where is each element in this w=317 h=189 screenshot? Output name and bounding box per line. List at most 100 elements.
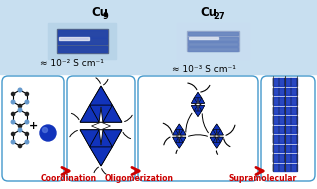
Circle shape — [25, 132, 29, 136]
Circle shape — [18, 124, 22, 128]
Text: 9: 9 — [103, 12, 109, 21]
Circle shape — [11, 140, 15, 144]
Circle shape — [25, 92, 29, 96]
Bar — [273, 78, 285, 85]
Circle shape — [18, 128, 22, 132]
Polygon shape — [173, 137, 186, 148]
Polygon shape — [191, 105, 204, 116]
Polygon shape — [176, 135, 183, 137]
Bar — [57, 38, 107, 44]
FancyBboxPatch shape — [138, 76, 258, 181]
Polygon shape — [180, 129, 186, 135]
Polygon shape — [210, 137, 216, 143]
Bar — [273, 97, 285, 105]
Bar — [57, 30, 107, 37]
Bar — [187, 31, 239, 51]
Polygon shape — [175, 124, 183, 129]
Polygon shape — [198, 105, 204, 111]
Bar — [285, 116, 297, 123]
Text: Cu: Cu — [200, 6, 217, 19]
Polygon shape — [80, 105, 99, 122]
Bar — [56, 29, 107, 53]
Polygon shape — [179, 129, 180, 135]
Bar — [285, 106, 297, 114]
Bar — [273, 88, 285, 95]
Polygon shape — [180, 137, 186, 143]
Polygon shape — [197, 105, 198, 111]
Polygon shape — [90, 147, 113, 166]
Bar — [285, 97, 297, 105]
Polygon shape — [191, 98, 197, 103]
Polygon shape — [195, 103, 201, 105]
Bar — [59, 37, 89, 40]
Circle shape — [40, 125, 56, 141]
Text: Cu: Cu — [91, 6, 108, 19]
Polygon shape — [213, 124, 221, 129]
Polygon shape — [103, 105, 122, 122]
Polygon shape — [99, 130, 103, 145]
Bar — [285, 78, 297, 85]
Polygon shape — [197, 98, 198, 103]
Circle shape — [25, 112, 29, 116]
Circle shape — [18, 88, 22, 92]
Bar — [188, 47, 238, 51]
Polygon shape — [216, 129, 217, 135]
Polygon shape — [210, 129, 216, 135]
Polygon shape — [191, 92, 204, 103]
Circle shape — [18, 108, 22, 112]
Bar — [189, 37, 217, 39]
Bar — [285, 154, 297, 161]
Circle shape — [11, 112, 15, 116]
Polygon shape — [173, 129, 179, 135]
Polygon shape — [217, 137, 223, 143]
Bar — [273, 154, 285, 161]
Bar — [273, 145, 285, 152]
Polygon shape — [175, 143, 183, 148]
Polygon shape — [210, 124, 223, 135]
Polygon shape — [217, 129, 223, 135]
Text: ≈ 10⁻² S cm⁻¹: ≈ 10⁻² S cm⁻¹ — [40, 59, 104, 67]
Polygon shape — [103, 130, 122, 147]
Polygon shape — [90, 86, 113, 105]
Text: Coordination: Coordination — [41, 174, 97, 183]
Polygon shape — [80, 130, 122, 166]
Bar — [273, 163, 285, 171]
Bar — [188, 32, 238, 35]
Bar — [273, 116, 285, 123]
FancyBboxPatch shape — [67, 76, 135, 181]
Polygon shape — [173, 137, 179, 143]
Bar — [273, 125, 285, 133]
Polygon shape — [210, 137, 223, 148]
Bar — [285, 88, 297, 95]
Circle shape — [11, 120, 15, 124]
Circle shape — [25, 120, 29, 124]
Polygon shape — [216, 137, 217, 143]
Bar — [48, 23, 116, 59]
Circle shape — [11, 132, 15, 136]
Text: 27: 27 — [213, 12, 225, 21]
Bar — [177, 23, 249, 59]
Bar — [57, 46, 107, 52]
Polygon shape — [80, 86, 122, 122]
Bar — [273, 135, 285, 143]
Polygon shape — [213, 135, 220, 137]
Polygon shape — [92, 122, 111, 130]
Polygon shape — [80, 130, 99, 147]
Circle shape — [18, 104, 22, 108]
Polygon shape — [213, 143, 221, 148]
Circle shape — [25, 140, 29, 144]
Polygon shape — [194, 92, 202, 98]
Bar — [0, 0, 317, 74]
Polygon shape — [179, 137, 180, 143]
FancyBboxPatch shape — [2, 76, 64, 181]
Circle shape — [42, 128, 48, 132]
Bar — [273, 106, 285, 114]
Bar — [285, 135, 297, 143]
Text: +: + — [29, 121, 38, 131]
Text: Oligomerization: Oligomerization — [105, 174, 173, 183]
Bar — [188, 42, 238, 46]
Polygon shape — [173, 124, 186, 135]
Polygon shape — [191, 105, 197, 111]
Circle shape — [25, 100, 29, 104]
Circle shape — [11, 100, 15, 104]
